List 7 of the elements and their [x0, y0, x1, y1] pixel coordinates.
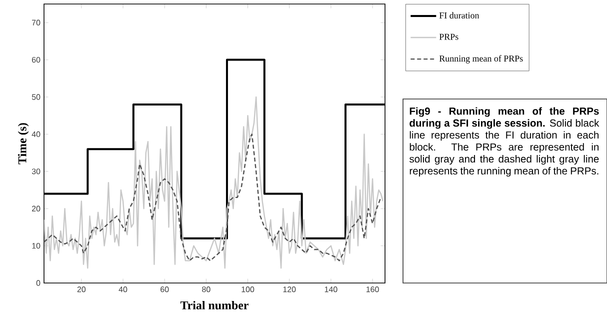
- line-series: [44, 134, 382, 262]
- legend-label: Running mean of PRPs: [439, 55, 523, 64]
- legend-label: FI duration: [439, 12, 480, 18]
- text: Fig9 - Running mean of the PRPs during a SFI single session. Solid black line represents the FI duration in each block. The PRPs are represented in solid gray and the dashed light gray line represents the running mean of the PRPs.: [409, 107, 600, 177]
- x-axis-title: Trial number: [180, 300, 248, 310]
- legend-label: PRPs: [439, 34, 458, 40]
- y-axis-title: Time (s): [18, 123, 29, 164]
